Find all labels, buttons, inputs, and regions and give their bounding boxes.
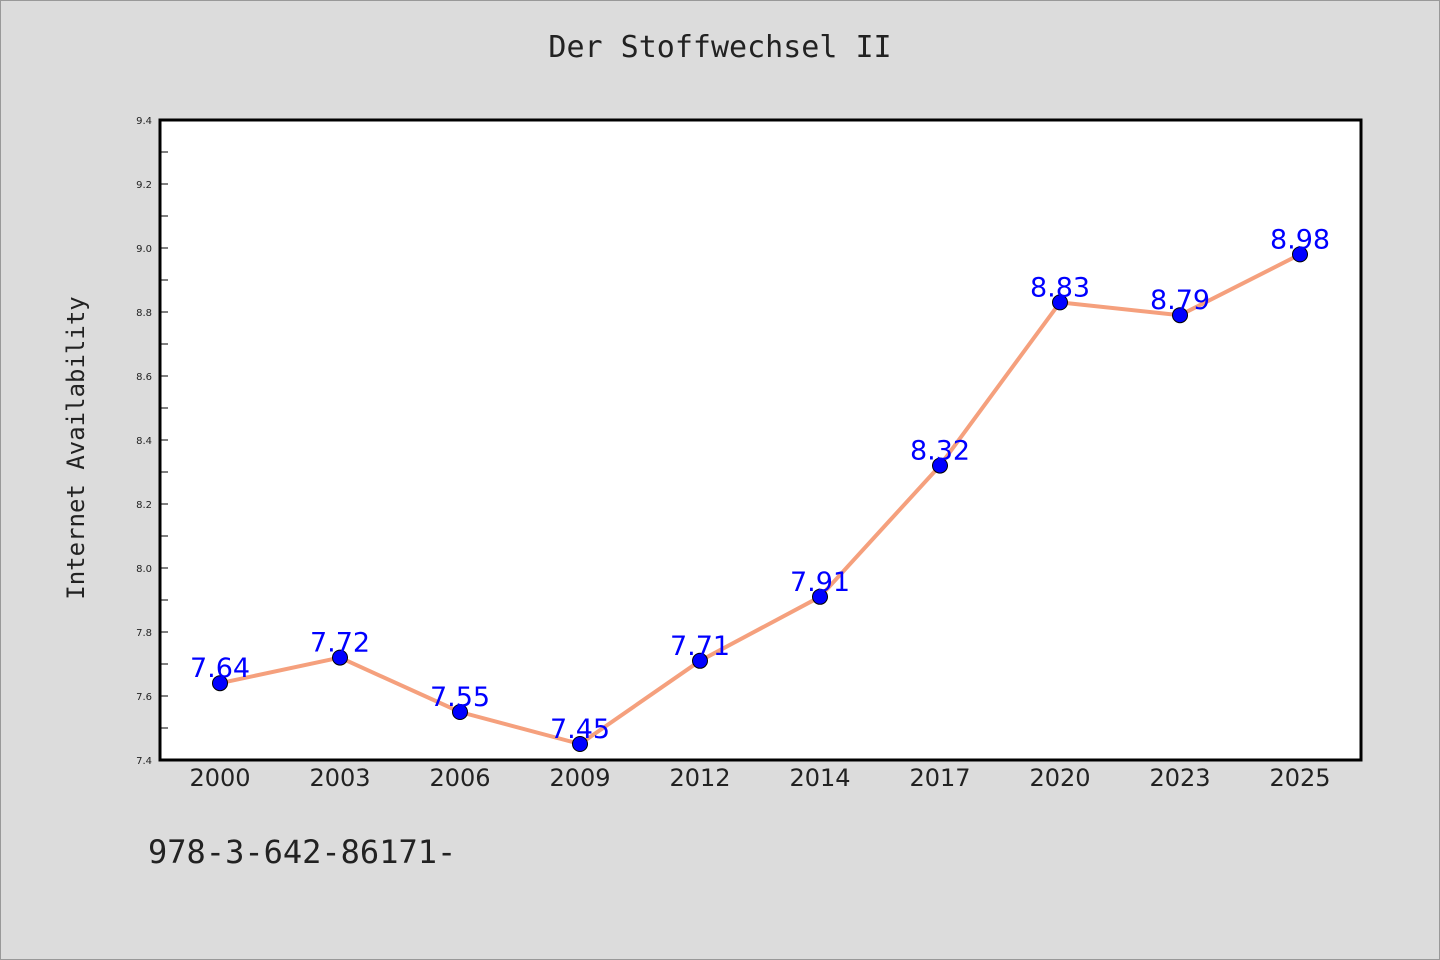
data-label: 7.64: [190, 653, 250, 684]
data-point: [812, 588, 828, 605]
data-point: [452, 704, 468, 720]
x-tick-label: 2020: [1029, 764, 1090, 792]
data-point: [1172, 307, 1188, 324]
data-label: 8.79: [1150, 285, 1210, 316]
data-label: 8.98: [1270, 224, 1330, 255]
data-point: [692, 652, 708, 669]
data-label: 7.91: [790, 567, 850, 598]
y-tick-label: 7.8: [136, 628, 152, 639]
x-tick-label: 2006: [429, 764, 490, 792]
y-tick-label: 8.4: [136, 436, 152, 447]
y-tick-label: 8.8: [136, 308, 152, 319]
x-tick-label: 2012: [669, 764, 730, 792]
data-label: 7.45: [550, 714, 610, 745]
series-line: [219, 252, 1301, 746]
plot-area: [158, 118, 1363, 762]
y-tick-label: 8.6: [136, 372, 152, 383]
data-point: [1292, 246, 1308, 263]
x-tick-label: 2014: [789, 764, 850, 792]
data-point: [572, 736, 588, 752]
data-point: [332, 649, 348, 666]
y-tick-label: 7.4: [136, 756, 152, 767]
x-tick-label: 2009: [549, 764, 610, 792]
x-tick-label: 2000: [189, 764, 250, 792]
y-tick-label: 9.2: [136, 180, 152, 191]
y-tick-label: 9.4: [136, 116, 152, 127]
isbn-text: 978-3-642-86171-: [148, 833, 457, 871]
y-tick-label: 8.2: [136, 500, 152, 511]
data-point: [932, 457, 948, 474]
data-label: 7.55: [430, 682, 490, 713]
data-label: 8.83: [1030, 272, 1090, 303]
data-label: 7.72: [310, 628, 370, 659]
x-tick-label: 2017: [909, 764, 970, 792]
chart-title: Der Stoffwechsel II: [548, 30, 892, 65]
data-point: [1052, 294, 1068, 311]
y-tick-label: 7.6: [136, 692, 152, 703]
y-tick-label: 9.0: [136, 244, 152, 255]
data-label: 8.32: [910, 436, 970, 467]
y-tick-label: 8.0: [136, 564, 152, 575]
data-label: 7.71: [670, 631, 730, 662]
x-tick-label: 2023: [1149, 764, 1210, 792]
x-tick-label: 2025: [1269, 764, 1330, 792]
x-tick-label: 2003: [309, 764, 370, 792]
data-point: [212, 675, 228, 692]
